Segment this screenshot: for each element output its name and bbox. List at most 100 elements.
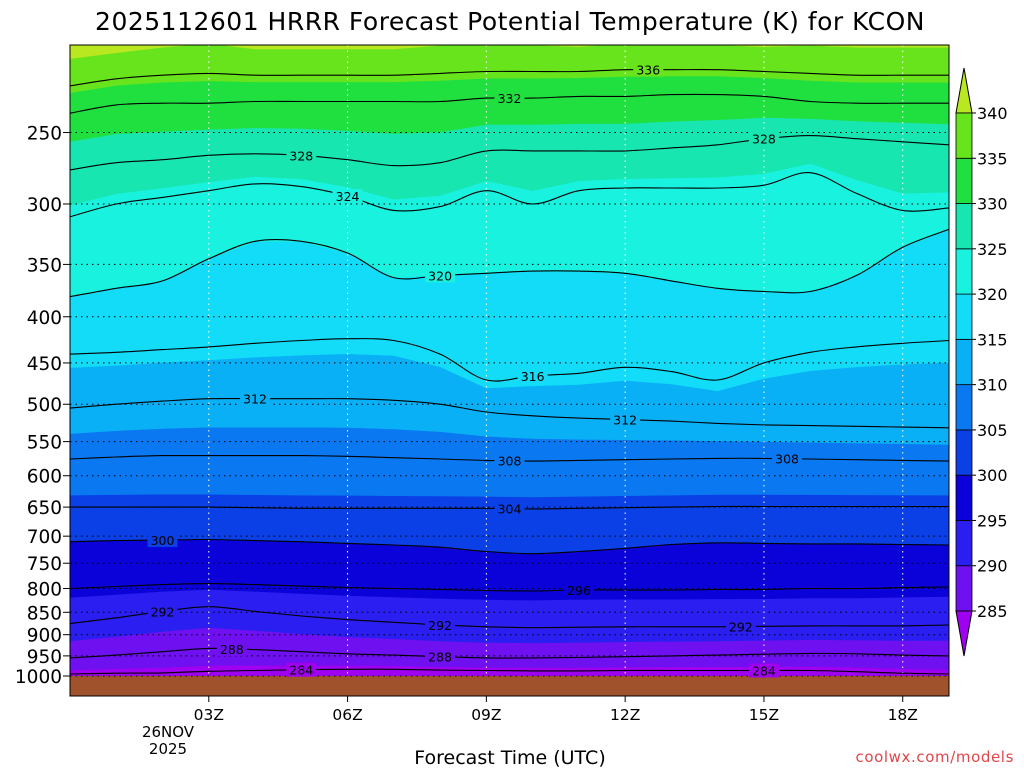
colorbar-label-335: 335 [977, 149, 1008, 168]
contour-label-bg [748, 663, 779, 678]
y-tick-label-350: 350 [27, 255, 62, 276]
chart-title: 2025112601 HRRR Forecast Potential Tempe… [95, 7, 925, 36]
ground-surface [70, 676, 949, 696]
y-tick-label-700: 700 [27, 527, 62, 548]
contour-label-336: 336 [633, 62, 664, 78]
y-tick-label-650: 650 [27, 498, 62, 519]
contour-label-text: 288 [428, 650, 452, 665]
contour-label-284: 284 [286, 662, 317, 678]
plot-frame [69, 44, 950, 697]
x-tick-label-15Z: 15Z [749, 706, 779, 724]
contour-label-bg [147, 533, 178, 548]
contour-label-308: 308 [494, 453, 525, 469]
y-tick-label-750: 750 [27, 554, 62, 575]
contour-label-text: 284 [752, 663, 776, 678]
x-date-line2: 2025 [149, 740, 187, 758]
contour-label-text: 324 [336, 189, 360, 204]
contour-label-288: 288 [216, 642, 247, 657]
colorbar-label-320: 320 [977, 285, 1008, 304]
contour-label-bg [633, 62, 664, 77]
x-tick-label-12Z: 12Z [610, 706, 640, 724]
contour-label-bg [494, 501, 525, 516]
contour-label-bg [772, 451, 803, 466]
contour-label-text: 336 [636, 63, 660, 78]
y-axis: 2503003504004505005506006507007508008509… [15, 123, 70, 688]
contour-labels: 284 284 288 288 292 292 292 296 300 304 308 308 312 3… [147, 62, 803, 678]
x-tick-label-03Z: 03Z [194, 706, 224, 724]
colorbar-label-285: 285 [977, 602, 1008, 621]
x-tick-label-09Z: 09Z [471, 706, 501, 724]
contour-label-text: 332 [498, 91, 522, 106]
colorbar-swatch-290 [955, 520, 973, 567]
contour-label-292: 292 [147, 604, 178, 619]
colorbar-swatch-310 [955, 338, 973, 386]
isentrope-contours [70, 69, 949, 675]
isentrope-324 [70, 172, 949, 218]
y-tick-label-400: 400 [27, 308, 62, 329]
contour-label-300: 300 [147, 533, 178, 548]
colorbar-label-315: 315 [977, 330, 1008, 349]
colorbar-swatch-335 [955, 112, 973, 159]
isentrope-328 [70, 135, 949, 171]
contour-label-text: 312 [613, 413, 637, 428]
contour-label-304: 304 [494, 501, 525, 517]
contour-label-text: 312 [243, 392, 267, 407]
isentrope-300 [70, 538, 949, 555]
contour-label-bg [286, 148, 317, 163]
colorbar-swatch-305 [955, 384, 973, 431]
isentrope-316 [70, 338, 949, 382]
contour-label-text: 308 [775, 452, 799, 467]
isentrope-292 [70, 606, 949, 629]
contour-label-text: 328 [289, 148, 313, 163]
colorbar-extend-bottom [955, 610, 973, 657]
y-tick-label-950: 950 [27, 647, 62, 668]
y-tick-label-550: 550 [27, 433, 62, 454]
contour-label-312: 312 [610, 412, 641, 428]
contour-label-bg [748, 131, 779, 146]
x-tick-label-18Z: 18Z [888, 706, 918, 724]
contour-label-324: 324 [332, 189, 363, 204]
contour-label-bg [725, 619, 756, 634]
contour-label-296: 296 [563, 582, 594, 598]
contour-label-332: 332 [494, 91, 525, 106]
contour-label-bg [494, 453, 525, 468]
contour-label-text: 292 [151, 604, 175, 619]
ground-layer [70, 676, 949, 696]
colorbar-swatch-315 [955, 293, 973, 340]
y-tick-label-250: 250 [27, 123, 62, 144]
contour-label-320: 320 [425, 268, 456, 283]
colorbar-label-340: 340 [977, 104, 1008, 123]
contour-label-328: 328 [286, 148, 317, 163]
colorbar-label-305: 305 [977, 421, 1008, 440]
colorbar-label-300: 300 [977, 466, 1008, 485]
colorbar-swatch-330 [955, 157, 973, 204]
contour-label-284: 284 [748, 663, 779, 678]
y-tick-label-600: 600 [27, 467, 62, 488]
colorbar-swatch-295 [955, 474, 973, 521]
contour-label-288: 288 [425, 649, 456, 665]
contour-label-bg [425, 649, 456, 664]
contour-label-text: 300 [151, 533, 175, 548]
contour-label-bg [494, 91, 525, 106]
contour-label-bg [147, 604, 178, 619]
colorbar-label-290: 290 [977, 557, 1008, 576]
colorbar: 285 290 295 300 305 310 315 320 325 330 335 340 [955, 67, 1008, 657]
contour-label-308: 308 [772, 451, 803, 467]
colorbar-swatch-325 [955, 203, 973, 250]
contour-label-text: 308 [498, 454, 522, 469]
contour-label-text: 316 [521, 369, 545, 384]
contour-label-292: 292 [725, 619, 756, 635]
colorbar-extend-top [955, 67, 973, 114]
contour-label-text: 288 [220, 642, 244, 657]
isentrope-284 [70, 668, 949, 675]
y-tick-label-900: 900 [27, 626, 62, 647]
colorbar-swatch-285 [955, 565, 973, 612]
theta-band-12 [70, 45, 949, 59]
y-tick-label-800: 800 [27, 580, 62, 601]
isentrope-288 [70, 647, 949, 659]
contour-label-text: 292 [729, 620, 753, 635]
contour-label-text: 284 [289, 663, 313, 678]
contour-label-text: 304 [498, 502, 522, 517]
colorbar-swatch-320 [955, 248, 973, 295]
